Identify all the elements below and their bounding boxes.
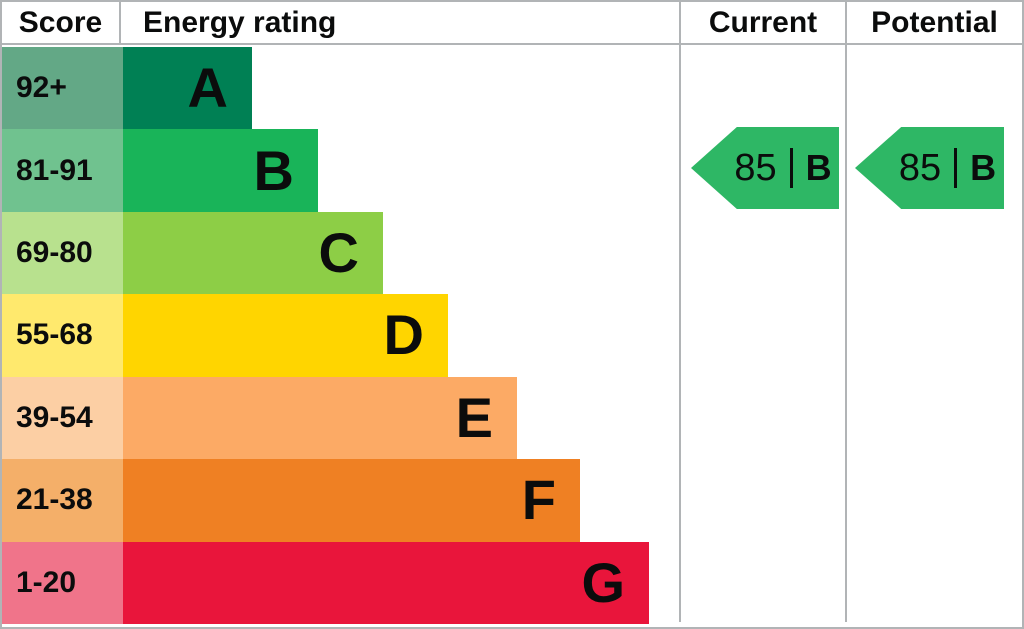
current-column-body: 85 B [681,45,845,622]
score-range-label: 92+ [16,71,67,105]
score-cell: 39-54 [2,376,123,460]
rating-bar: C [123,211,383,295]
potential-band-letter: B [970,147,997,188]
rating-bar: B [123,129,318,212]
energy-rating-column-header: Energy rating [143,5,337,39]
rating-bar: F [123,459,580,542]
rating-letter: B [253,138,294,202]
band-row-b: 81-91 B [2,129,681,212]
score-column-header: Score [2,2,121,43]
rating-bands: 92+ A 81-91 B 69-80 C 55-68 D 39-54 E 21… [2,47,681,624]
band-row-d: 55-68 D [2,294,681,377]
current-column: Current 85 B [679,2,845,622]
rating-bar: D [123,294,448,377]
potential-column: Potential 85 B [845,2,1022,622]
band-row-a: 92+ A [2,47,681,130]
current-band-letter: B [805,147,832,188]
potential-column-body: 85 B [847,45,1022,622]
potential-rating-badge: 85 B [855,127,1004,209]
current-column-header: Current [681,2,845,45]
band-row-c: 69-80 C [2,211,681,295]
rating-letter: A [187,56,228,120]
rating-bar: A [123,47,252,130]
score-range-label: 69-80 [16,236,93,270]
score-cell: 21-38 [2,459,123,542]
rating-letter: D [383,303,424,367]
chart-header-row: Score Energy rating [2,2,681,45]
score-range-label: 39-54 [16,400,93,434]
current-score-value: 85 [734,146,777,189]
rating-letter: C [318,221,359,285]
score-range-label: 1-20 [16,565,77,599]
rating-letter: F [521,468,556,532]
potential-score-value: 85 [898,146,942,189]
score-range-label: 81-91 [16,153,93,187]
current-rating-badge: 85 B [691,127,839,209]
score-range-label: 55-68 [16,318,93,352]
badge-divider [789,148,793,188]
score-cell: 1-20 [2,541,123,624]
band-row-f: 21-38 F [2,459,681,542]
band-row-e: 39-54 E [2,376,681,460]
rating-letter: E [455,385,493,449]
rating-letter: G [581,550,625,614]
score-cell: 69-80 [2,211,123,295]
badge-divider [954,148,958,188]
score-range-label: 21-38 [16,483,93,517]
score-cell: 55-68 [2,294,123,377]
score-cell: 92+ [2,47,123,130]
score-cell: 81-91 [2,129,123,212]
rating-bar: G [123,541,649,624]
potential-column-header: Potential [847,2,1022,45]
rating-bar: E [123,376,517,460]
band-row-g: 1-20 G [2,541,681,624]
